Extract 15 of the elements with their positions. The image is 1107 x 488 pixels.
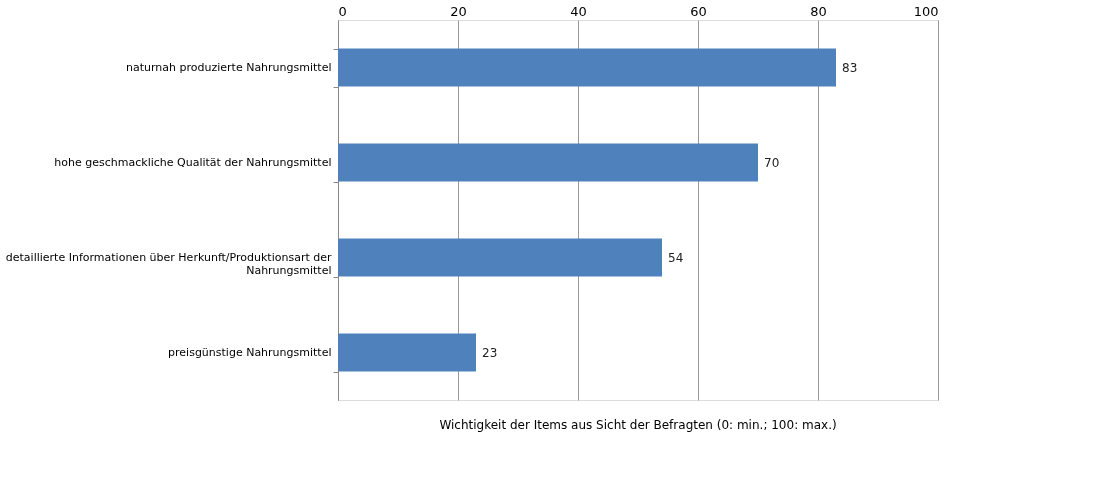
y-tick-label: detaillierte Informationen über Herkunft/Produktionsart der Nahrungsmittel [5,251,332,277]
x-tick-label: 0 [338,3,347,19]
x-axis-title: Wichtigkeit der Items aus Sicht der Befragten (0: min.; 100: max.) [439,418,837,432]
y-tick-label: naturnah produzierte Nahrungsmittel [126,61,332,74]
x-tick-label: 100 [913,3,939,19]
data-label: 70 [764,155,780,170]
data-label: 83 [842,60,858,75]
x-tick-label: 80 [810,3,827,19]
x-tick-label: 60 [690,3,707,19]
y-tick-label: hohe geschmackliche Qualität der Nahrungsmittel [54,156,332,169]
x-tick-label: 20 [450,3,467,19]
data-label: 54 [668,250,684,265]
x-tick-label: 40 [570,3,587,19]
y-tick-label: preisgünstige Nahrungsmittel [168,346,332,359]
data-label: 23 [482,345,498,360]
